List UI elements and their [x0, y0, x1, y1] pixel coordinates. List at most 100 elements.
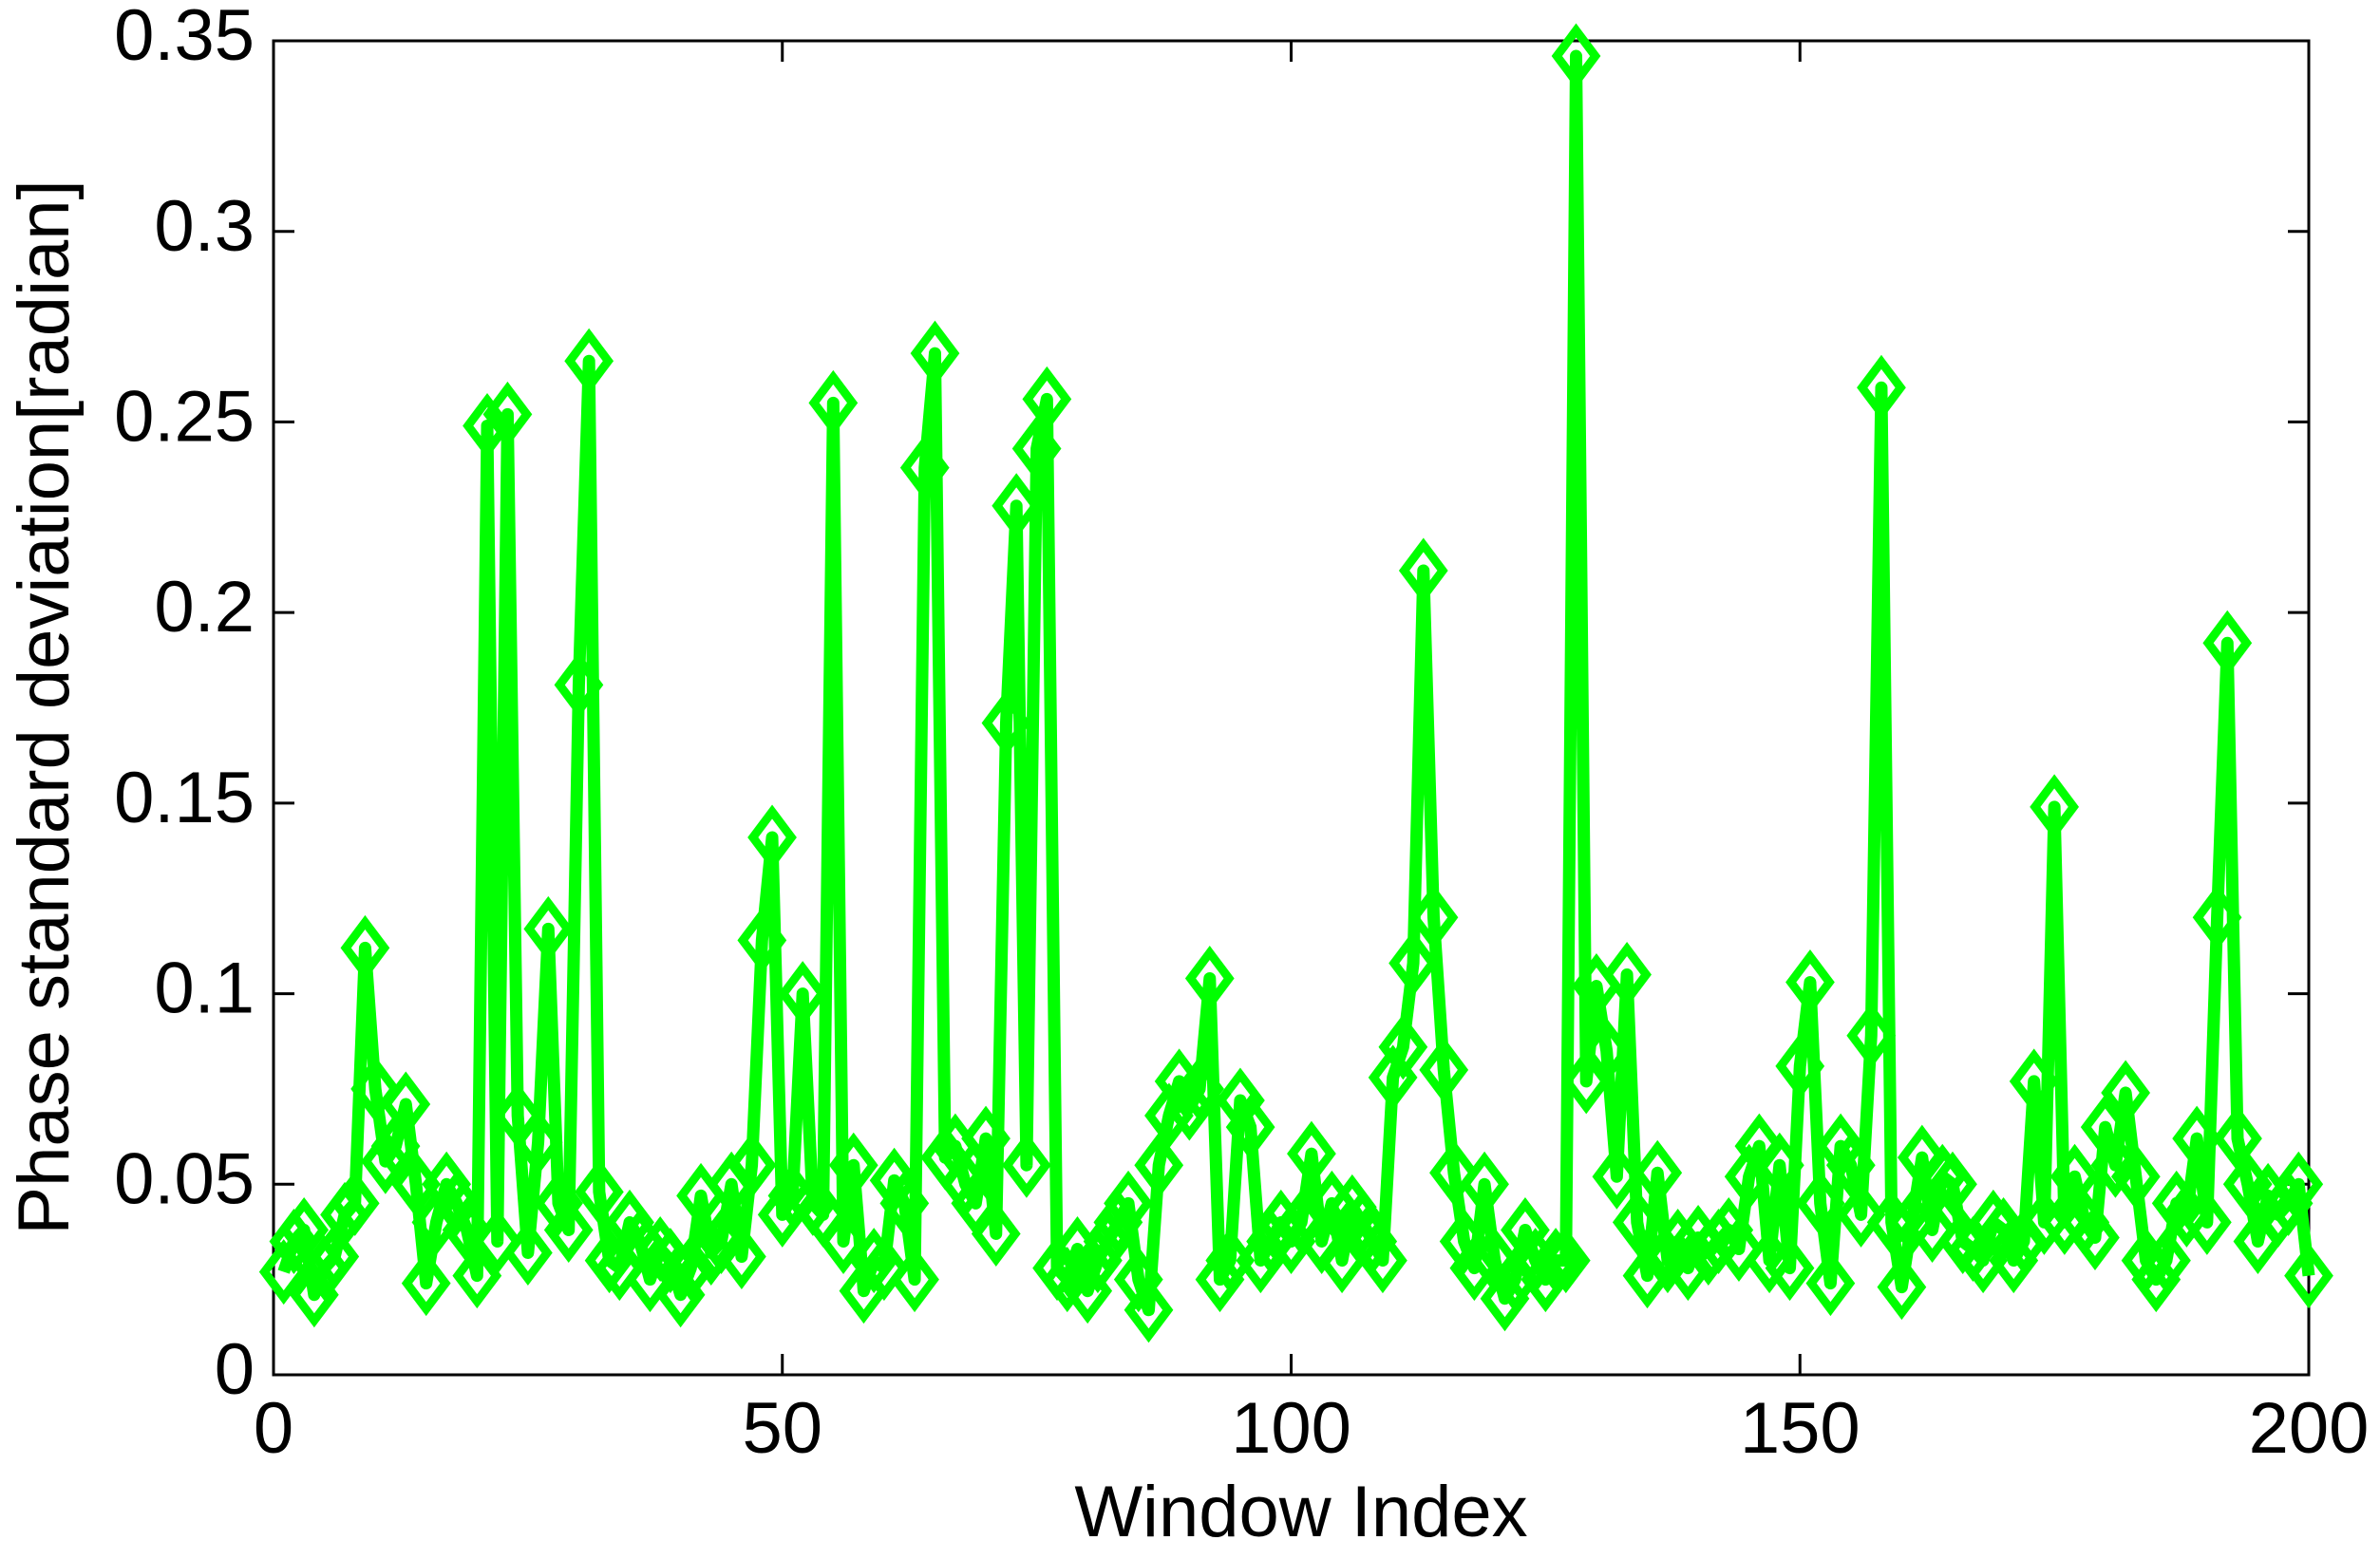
y-tick-label: 0.35 [114, 0, 255, 76]
y-tick-label: 0.15 [114, 758, 255, 838]
marker [1989, 1228, 2039, 1294]
y-tick-label: 0.1 [154, 949, 255, 1029]
marker [1184, 946, 1235, 1012]
marker [2009, 1048, 2059, 1115]
marker [2172, 1105, 2222, 1172]
marker [269, 1209, 319, 1274]
marker [1612, 1189, 1662, 1255]
marker [279, 1196, 330, 1263]
marker [1501, 1196, 1550, 1263]
marker [1388, 930, 1438, 996]
marker [1897, 1124, 1947, 1191]
marker [1093, 1189, 1143, 1255]
y-tick-label: 0.3 [154, 186, 255, 267]
marker [554, 651, 604, 718]
marker [482, 381, 533, 447]
marker [370, 1113, 421, 1179]
marker [2192, 884, 2242, 950]
marker [696, 1209, 746, 1274]
marker [1581, 1018, 1632, 1084]
marker [523, 895, 574, 962]
marker [1083, 1209, 1133, 1274]
marker [1011, 416, 1062, 482]
marker [1877, 1254, 1927, 1321]
marker [1439, 1209, 1489, 1274]
marker [879, 1170, 930, 1236]
plot-frame [272, 39, 2311, 1377]
marker [513, 1109, 563, 1175]
marker [747, 804, 797, 871]
x-tick-label: 100 [1231, 1388, 1351, 1469]
marker [2263, 1170, 2314, 1236]
marker [666, 1235, 716, 1302]
marker [1002, 1132, 1051, 1198]
marker [401, 1250, 451, 1317]
marker [1276, 1189, 1327, 1255]
marker [360, 1128, 410, 1194]
marker [1795, 1170, 1845, 1236]
marker [299, 1235, 349, 1302]
marker [1805, 1250, 1856, 1317]
marker [431, 1170, 482, 1236]
marker [1175, 1056, 1224, 1122]
marker [1825, 1132, 1876, 1198]
marker [1857, 354, 1906, 421]
marker [717, 1224, 766, 1290]
y-axis-label: Phase standard deviation[radian] [4, 179, 85, 1234]
marker [543, 1196, 594, 1263]
marker [899, 435, 950, 501]
marker [575, 1158, 624, 1225]
marker [1164, 1075, 1215, 1141]
marker [320, 1181, 369, 1248]
marker [1551, 23, 1601, 89]
marker [2213, 1105, 2262, 1172]
marker [2131, 1247, 2182, 1313]
marker [330, 1170, 380, 1236]
marker [2182, 1189, 2232, 1255]
marker [686, 1220, 736, 1287]
marker [992, 473, 1042, 539]
marker [819, 1209, 868, 1274]
marker [1296, 1209, 1347, 1274]
marker [340, 914, 390, 981]
marker [1358, 1228, 1407, 1294]
marker [1419, 1037, 1469, 1103]
marker [1124, 1277, 1174, 1343]
marker [350, 1056, 401, 1122]
marker [1225, 1094, 1275, 1160]
marker [1622, 1243, 1672, 1309]
y-tick-label: 0 [215, 1329, 255, 1410]
marker [1633, 1139, 1683, 1206]
marker [1928, 1151, 1977, 1217]
marker [1216, 1067, 1265, 1134]
marker [778, 961, 828, 1027]
marker [1592, 1143, 1642, 1210]
marker [1022, 366, 1072, 432]
y-tick-label: 0.2 [154, 567, 255, 648]
marker [1540, 1228, 1591, 1294]
marker [1765, 1235, 1815, 1302]
marker [808, 369, 859, 436]
marker [2284, 1243, 2333, 1309]
marker [1531, 1228, 1580, 1294]
marker [1480, 1266, 1530, 1332]
x-tick-label: 200 [2249, 1388, 2370, 1469]
marker [1836, 1181, 1886, 1248]
marker [2202, 610, 2253, 676]
marker [1378, 1014, 1428, 1080]
marker [1317, 1228, 1367, 1294]
marker [1785, 949, 1835, 1016]
marker [2110, 1143, 2161, 1210]
marker [564, 328, 614, 394]
marker [869, 1147, 919, 1213]
marker [727, 1132, 777, 1198]
series-line [277, 49, 2315, 1317]
marker [1653, 1209, 1703, 1274]
marker [442, 1196, 492, 1263]
x-tick-label: 50 [742, 1388, 822, 1469]
marker [1236, 1228, 1286, 1294]
marker [981, 690, 1031, 757]
marker [1408, 884, 1459, 950]
